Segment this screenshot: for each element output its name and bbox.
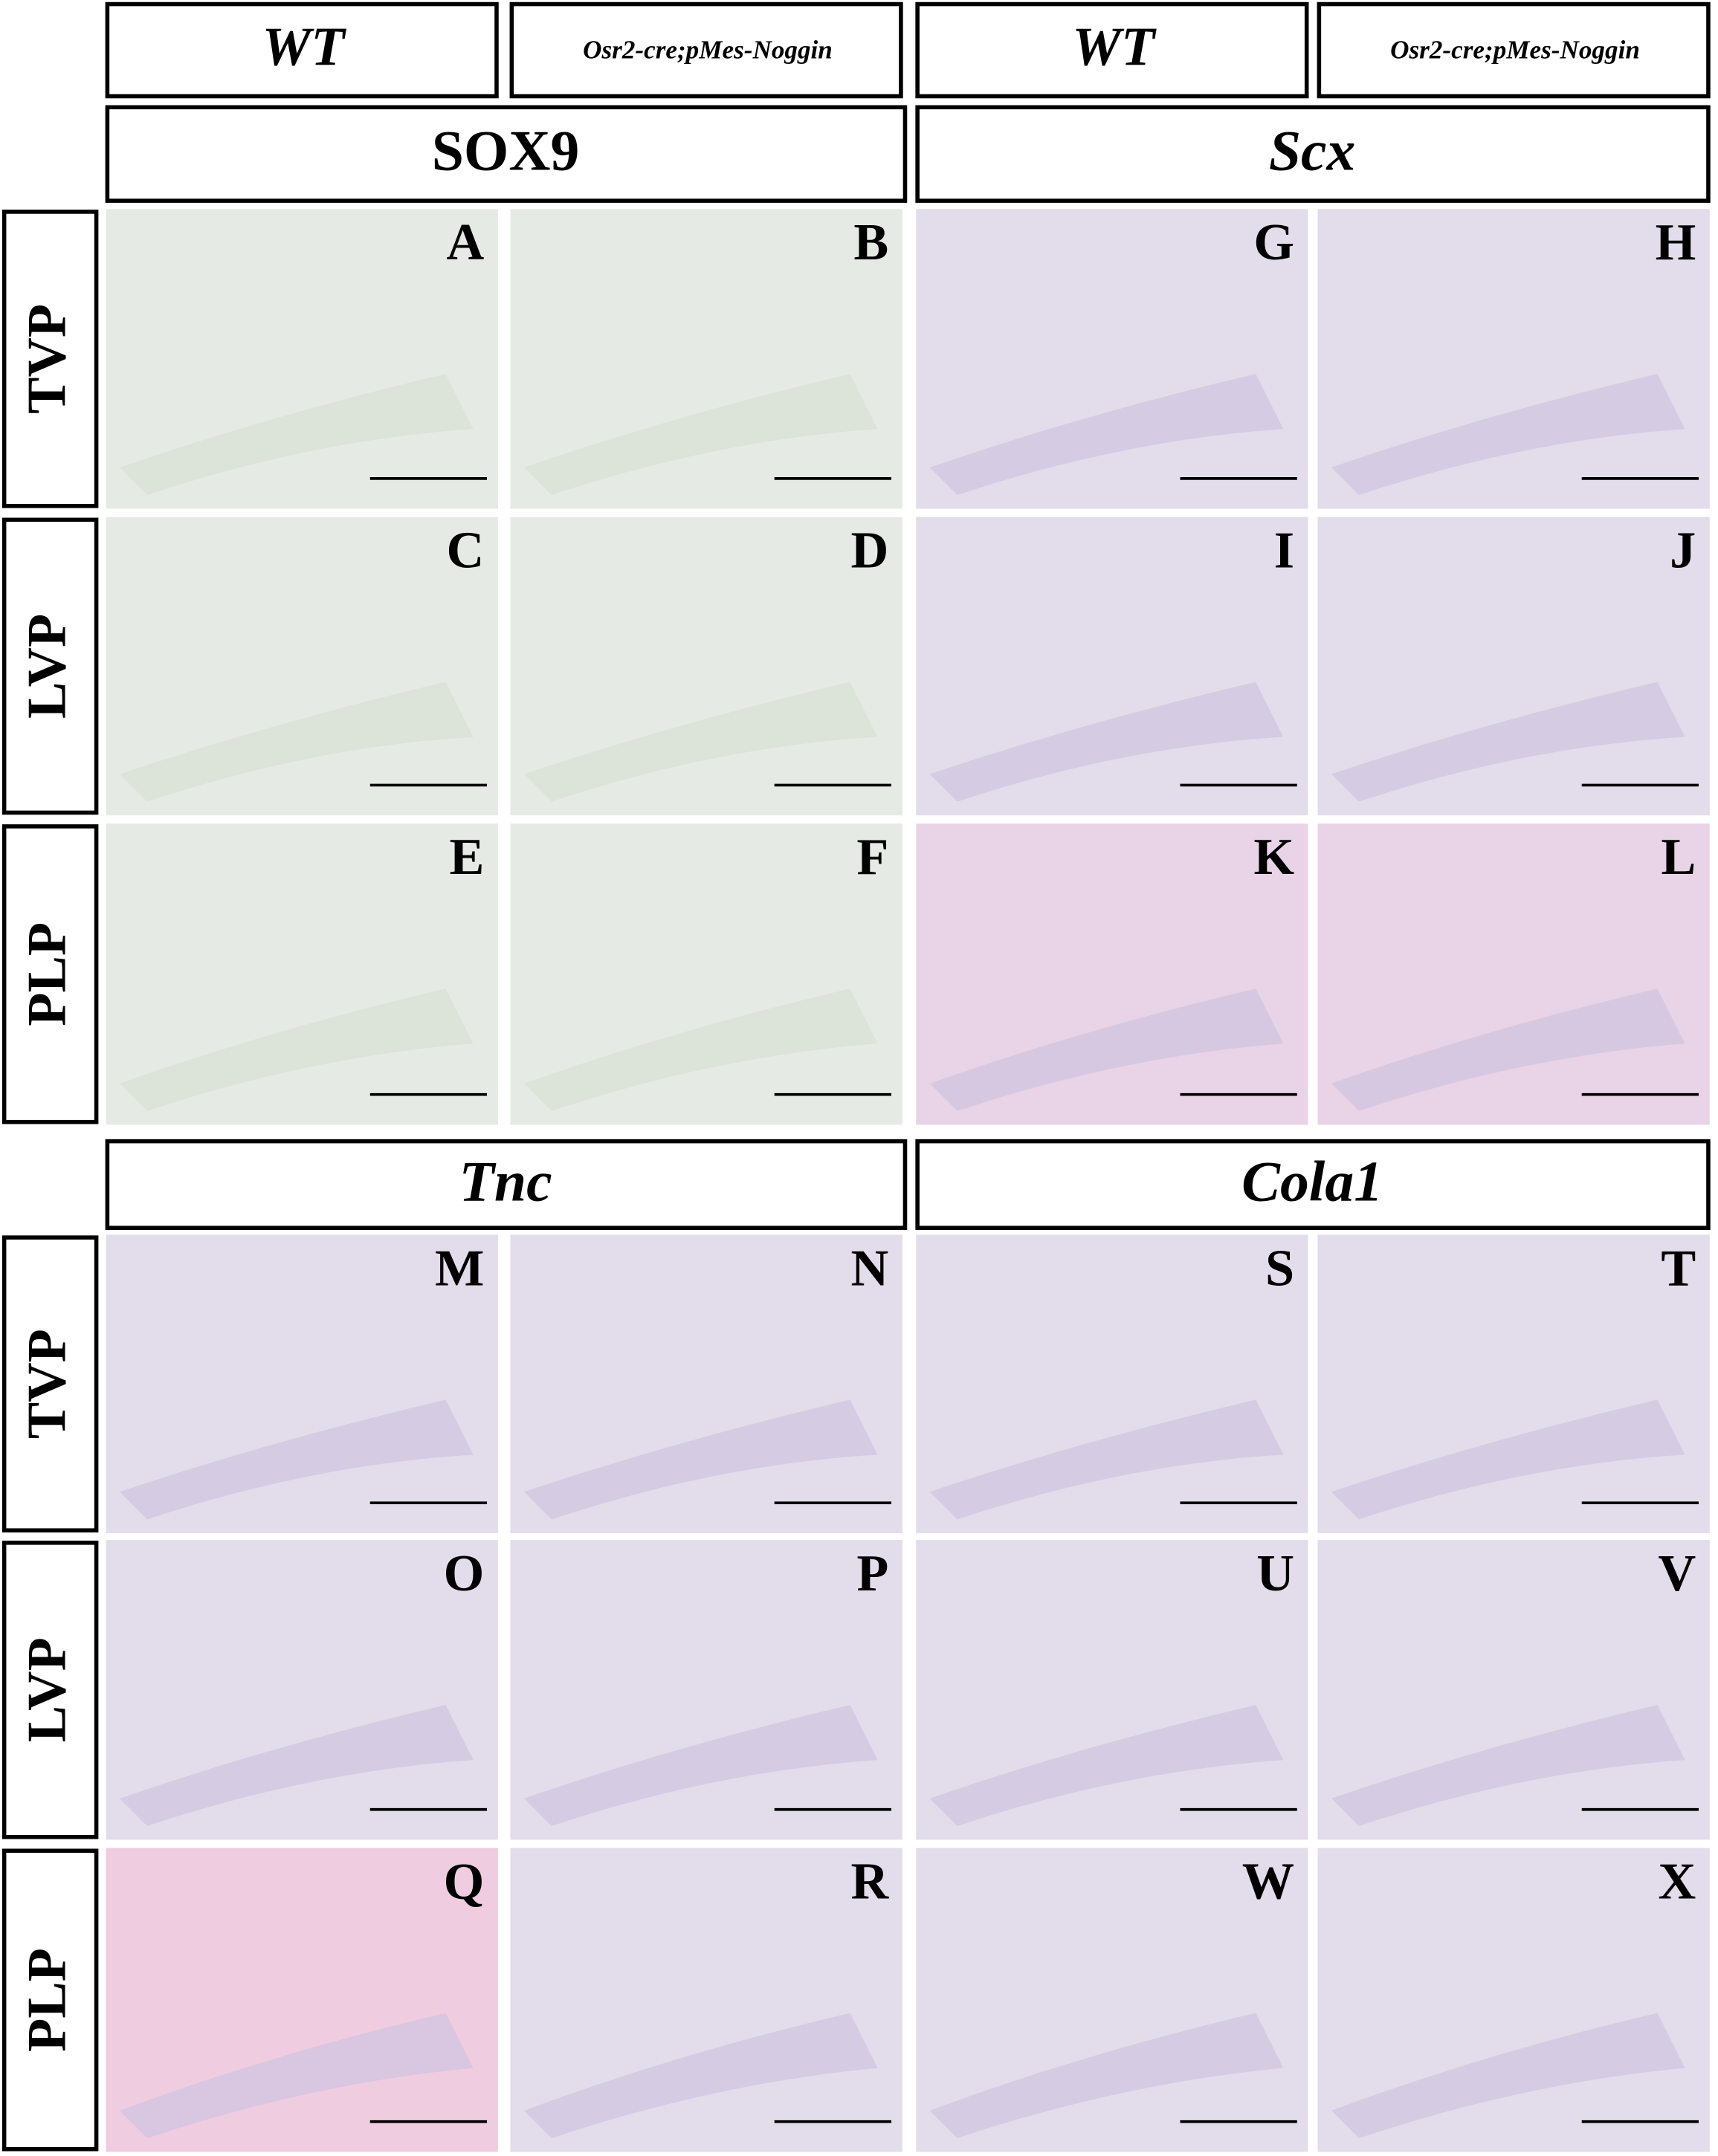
tissue-shape [929, 1705, 1284, 1826]
panel-letter: A [447, 213, 485, 271]
panel-letter: X [1659, 1853, 1696, 1911]
tissue-shape [929, 682, 1284, 802]
tissue-shape [929, 2013, 1284, 2138]
row-label-box [1, 1235, 99, 1532]
section-title: SOX9 [432, 119, 580, 183]
panel-letter: W [1242, 1853, 1294, 1911]
panel-letter: K [1253, 828, 1294, 886]
section-title: Cola1 [1241, 1149, 1383, 1213]
tissue-shape [523, 2013, 878, 2138]
panel-letter: U [1256, 1544, 1294, 1602]
panel-letter: P [856, 1544, 888, 1602]
section-box [105, 105, 908, 203]
genotype-label: Osr2-cre;pMes-Noggin [1390, 35, 1640, 64]
row-label-box [1, 1848, 99, 2152]
row-label: PLP [16, 922, 77, 1026]
tissue-shape [120, 2013, 474, 2138]
row-label-box [1, 1541, 99, 1839]
tissue-shape [523, 1705, 878, 1826]
genotype-box [915, 1, 1309, 99]
panel-letter: T [1661, 1239, 1696, 1297]
tissue-shape [929, 1399, 1284, 1520]
genotype-label: WT [1072, 16, 1157, 77]
tissue-shape [1331, 1705, 1685, 1826]
row-label: PLP [16, 1948, 77, 2052]
tissue-shape [1331, 1399, 1685, 1520]
tissue-shape [1331, 2013, 1685, 2138]
section-box [915, 105, 1711, 203]
panel-letter: F [856, 828, 888, 886]
tissue-shape [1331, 682, 1685, 802]
panel-letter: N [850, 1239, 888, 1297]
panel-letter: V [1659, 1544, 1696, 1602]
panel-letter: L [1661, 828, 1696, 886]
panel-letter: J [1670, 522, 1696, 580]
row-label: TVP [16, 304, 77, 414]
row-label-box [1, 517, 99, 815]
panel-letter: E [449, 828, 484, 886]
tissue-shape [929, 374, 1284, 496]
tissue-shape [1331, 988, 1685, 1111]
row-label: TVP [16, 1329, 77, 1439]
genotype-label: WT [262, 16, 347, 77]
tissue-shape [929, 988, 1284, 1111]
row-label: LVP [16, 1637, 77, 1742]
panel-letter: D [850, 522, 888, 580]
genotype-box [1317, 1, 1711, 99]
panel-letter: M [435, 1239, 484, 1297]
row-label-box [1, 210, 99, 508]
tissue-shape [120, 1705, 474, 1826]
tissue-shape [120, 374, 474, 496]
panel-letter: H [1656, 213, 1696, 271]
section-box [915, 1139, 1711, 1230]
tissue-shape [523, 682, 878, 802]
panel-letter: B [853, 213, 888, 271]
section-title: Scx [1269, 119, 1356, 183]
panel-letter: O [444, 1544, 485, 1602]
tissue-shape [120, 1399, 474, 1520]
panel-letter: S [1265, 1239, 1294, 1297]
tissue-shape [523, 374, 878, 496]
panel-letter: Q [444, 1853, 485, 1911]
genotype-box [105, 1, 499, 99]
row-label: LVP [16, 614, 77, 719]
panel-letter: C [447, 522, 485, 580]
panel-letter: G [1253, 213, 1294, 271]
tissue-shape [1331, 374, 1685, 496]
section-box [105, 1139, 908, 1230]
panel-letter: R [850, 1853, 889, 1911]
tissue-shape [523, 1399, 878, 1520]
tissue-shape [523, 988, 878, 1111]
panel-letter: I [1274, 522, 1294, 580]
row-label-box [1, 824, 99, 1124]
tissue-shape [120, 682, 474, 802]
tissue-shape [120, 988, 474, 1111]
section-title: Tnc [459, 1149, 552, 1213]
genotype-box [509, 1, 903, 99]
genotype-label: Osr2-cre;pMes-Noggin [583, 35, 833, 64]
